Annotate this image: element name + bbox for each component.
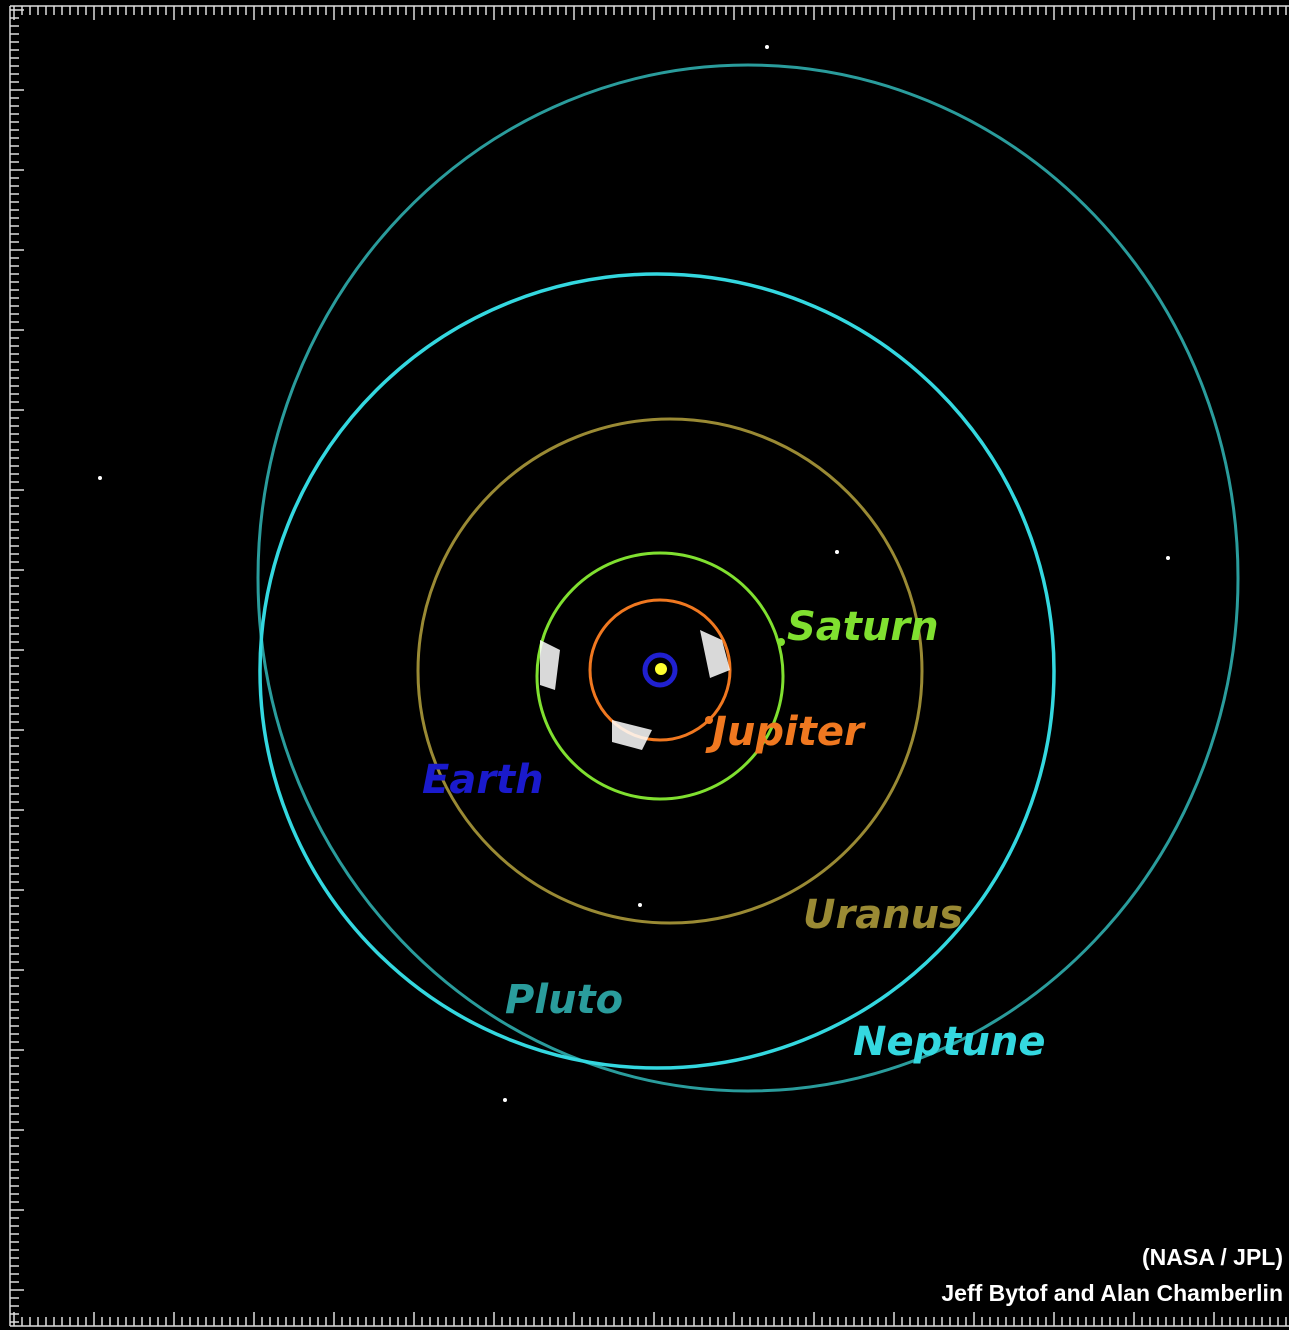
credit-source: (NASA / JPL) [1142,1244,1283,1270]
star [503,1098,507,1102]
saturn-dot [777,638,785,646]
planet-label: Neptune [853,1019,1045,1065]
credit-authors: Jeff Bytof and Alan Chamberlin [941,1280,1283,1306]
star [765,45,769,49]
planet-label: Pluto [505,977,623,1023]
planet-label: Jupiter [705,709,866,755]
planet-label: Uranus [803,892,963,938]
solar-system-diagram: Saturn Jupiter Earth Uranus Pluto Neptun… [0,0,1289,1330]
star [1166,556,1170,560]
star [98,476,102,480]
planet-label: Saturn [787,604,939,650]
sun [655,663,667,675]
star [835,550,839,554]
page: Saturn Jupiter Earth Uranus Pluto Neptun… [0,0,1289,1330]
planet-label: Earth [422,757,544,803]
star [638,903,642,907]
